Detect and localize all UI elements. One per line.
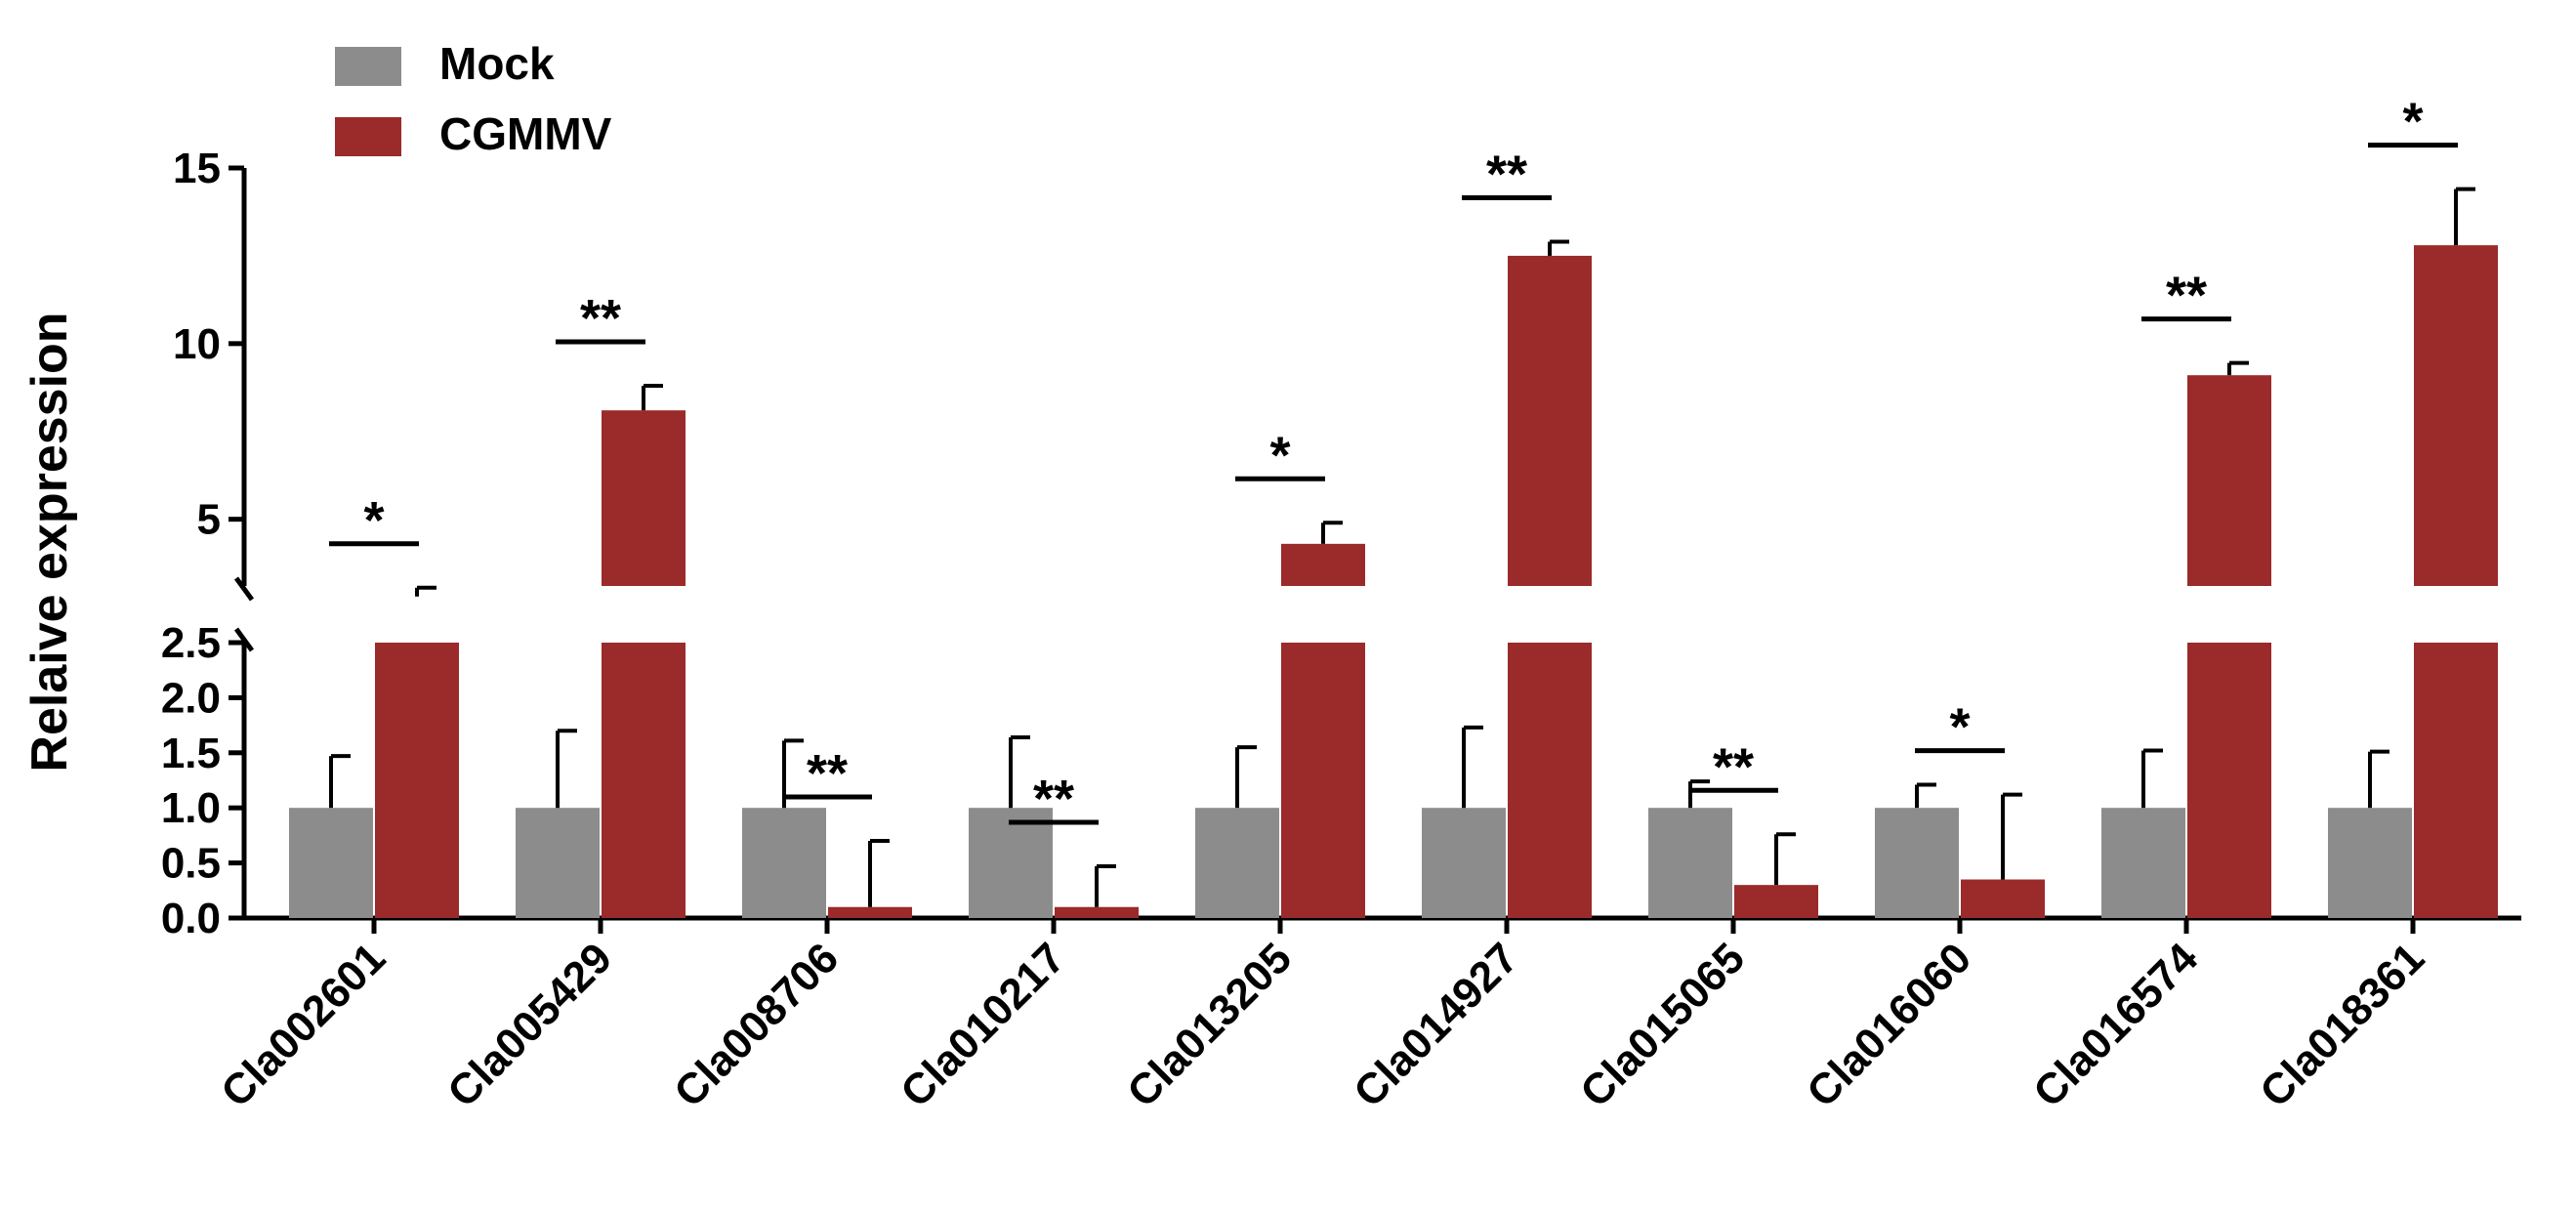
cgmmv-bar-upper xyxy=(2187,375,2271,586)
x-tick-label: Cla016060 xyxy=(1798,934,1980,1116)
significance-stars: ** xyxy=(1486,146,1527,204)
y-tick-label: 2.5 xyxy=(161,619,221,667)
mock-bar xyxy=(2328,808,2412,918)
significance-stars: ** xyxy=(1713,737,1754,796)
y-tick-label: 0.5 xyxy=(161,840,221,888)
axis-break-mark-upper xyxy=(233,576,255,602)
y-tick-label: 1.0 xyxy=(161,784,221,832)
significance-stars: ** xyxy=(2166,267,2207,325)
significance-stars: ** xyxy=(580,289,621,348)
mock-bar xyxy=(1422,808,1506,918)
axis-break-mark-lower xyxy=(233,627,255,652)
significance-stars: * xyxy=(363,491,384,550)
cgmmv-bar xyxy=(828,906,912,918)
cgmmv-bar xyxy=(375,643,459,918)
cgmmv-bar xyxy=(1508,643,1592,918)
legend-swatch xyxy=(335,117,401,156)
cgmmv-bar-upper xyxy=(1281,543,1365,586)
cgmmv-bar-upper xyxy=(602,410,686,586)
cgmmv-bar xyxy=(2414,643,2498,918)
mock-bar xyxy=(1648,808,1732,918)
cgmmv-bar-upper xyxy=(1508,255,1592,586)
y-tick-label: 1.5 xyxy=(161,730,221,777)
significance-stars: * xyxy=(1269,426,1290,484)
mock-bar xyxy=(2101,808,2185,918)
y-tick-label: 2.0 xyxy=(161,674,221,722)
x-tick-label: Cla013205 xyxy=(1118,934,1301,1116)
mock-bar xyxy=(1195,808,1279,918)
cgmmv-bar xyxy=(2187,643,2271,918)
mock-bar xyxy=(969,808,1053,918)
cgmmv-bar xyxy=(1961,879,2045,918)
bars-layer xyxy=(289,187,2498,918)
x-tick-label: Cla014927 xyxy=(1345,934,1527,1116)
mock-bar xyxy=(516,808,600,918)
cgmmv-bar xyxy=(1281,643,1365,918)
significance-stars: * xyxy=(2402,93,2423,151)
mock-bar xyxy=(289,808,373,918)
cgmmv-bar-upper xyxy=(2414,245,2498,587)
cgmmv-bar xyxy=(1055,906,1139,918)
x-tick-labels: Cla002601 Cla005429 Cla008706 Cla010217 Cla0… xyxy=(212,934,2433,1116)
significance-layer: ***** *********** xyxy=(329,93,2458,828)
y-tick-label: 0.0 xyxy=(161,895,221,942)
x-tick-label: Cla010217 xyxy=(892,934,1074,1116)
x-tick-label: Cla018361 xyxy=(2251,934,2433,1116)
legend-label: CGMMV xyxy=(439,108,612,159)
significance-stars: * xyxy=(1949,698,1970,757)
x-tick-label: Cla002601 xyxy=(212,934,395,1116)
y-tick-label: 15 xyxy=(173,145,221,192)
mock-bar xyxy=(742,808,826,918)
significance-stars: ** xyxy=(1033,770,1074,828)
x-tick-label: Cla008706 xyxy=(665,934,848,1116)
legend: Mock CGMMV xyxy=(335,38,612,159)
x-tick-label: Cla005429 xyxy=(438,934,621,1116)
legend-swatch xyxy=(335,47,401,86)
significance-stars: ** xyxy=(807,744,848,803)
legend-label: Mock xyxy=(439,38,555,89)
y-tick-label: 5 xyxy=(197,496,221,544)
x-tick-label: Cla016574 xyxy=(2024,934,2207,1116)
cgmmv-bar xyxy=(1734,885,1818,918)
y-axis-label: Relaive expression xyxy=(21,312,78,772)
y-tick-label: 10 xyxy=(173,320,221,368)
cgmmv-bar xyxy=(602,643,686,918)
x-tick-label: Cla015065 xyxy=(1571,934,1754,1116)
mock-bar xyxy=(1875,808,1959,918)
